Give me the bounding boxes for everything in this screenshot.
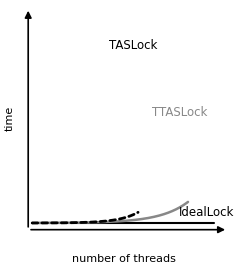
Text: number of threads: number of threads (72, 254, 176, 264)
Text: IdealLock: IdealLock (179, 206, 234, 219)
Text: TTASLock: TTASLock (152, 106, 208, 119)
Text: TASLock: TASLock (109, 39, 157, 52)
Text: time: time (5, 106, 15, 131)
